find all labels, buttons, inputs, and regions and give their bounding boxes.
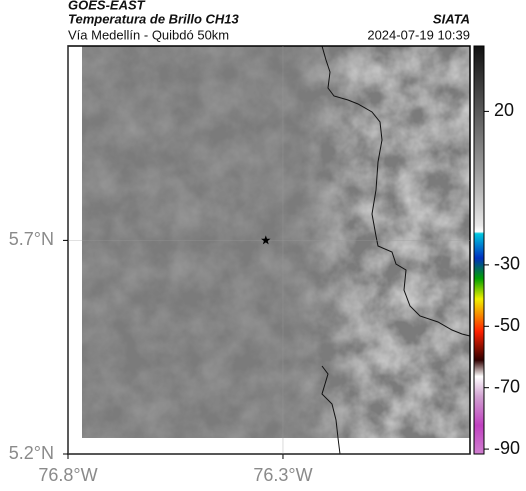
subtitle: Vía Medellín - Quibdó 50km [68,27,229,42]
colorbar-tick-label: 20 [494,100,514,120]
x-tick-label: 76.3°W [253,465,312,485]
satellite-image [82,46,470,438]
colorbar-tick-label: -70 [494,376,520,396]
satellite: GOES-EAST [68,0,146,12]
colorbar [473,45,485,455]
y-tick-label: 5.2°N [9,443,54,463]
colorbar-tick-label: -50 [494,315,520,335]
colorbar-tick-label: -90 [494,438,520,458]
timestamp: 2024-07-19 10:39 [367,27,470,42]
colorbar-tick-label: -30 [494,254,520,274]
x-tick-label: 76.8°W [38,465,97,485]
title: Temperatura de Brillo CH13 [68,11,240,26]
source: SIATA [433,11,470,26]
y-tick-label: 5.7°N [9,229,54,249]
boundaries [321,45,471,455]
location-marker [261,235,271,245]
